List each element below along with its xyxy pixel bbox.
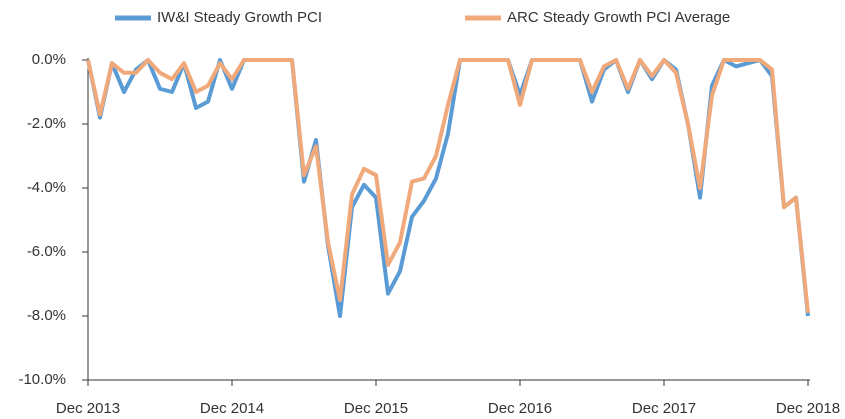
x-tick-label: Dec 2014 xyxy=(200,400,264,417)
x-tick-label: Dec 2016 xyxy=(488,400,552,417)
y-tick-label: 0.0% xyxy=(32,51,66,68)
y-tick-label: -4.0% xyxy=(27,179,66,196)
y-tick-label: -8.0% xyxy=(27,307,66,324)
legend-label: ARC Steady Growth PCI Average xyxy=(507,9,730,26)
y-tick-label: -6.0% xyxy=(27,243,66,260)
legend-label: IW&I Steady Growth PCI xyxy=(157,9,322,26)
y-tick-label: -10.0% xyxy=(18,371,66,388)
x-tick-label: Dec 2013 xyxy=(56,400,120,417)
x-tick-label: Dec 2015 xyxy=(344,400,408,417)
series-line xyxy=(86,58,810,314)
x-tick-label: Dec 2017 xyxy=(632,400,696,417)
x-tick-label: Dec 2018 xyxy=(776,400,840,417)
y-tick-label: -2.0% xyxy=(27,115,66,132)
